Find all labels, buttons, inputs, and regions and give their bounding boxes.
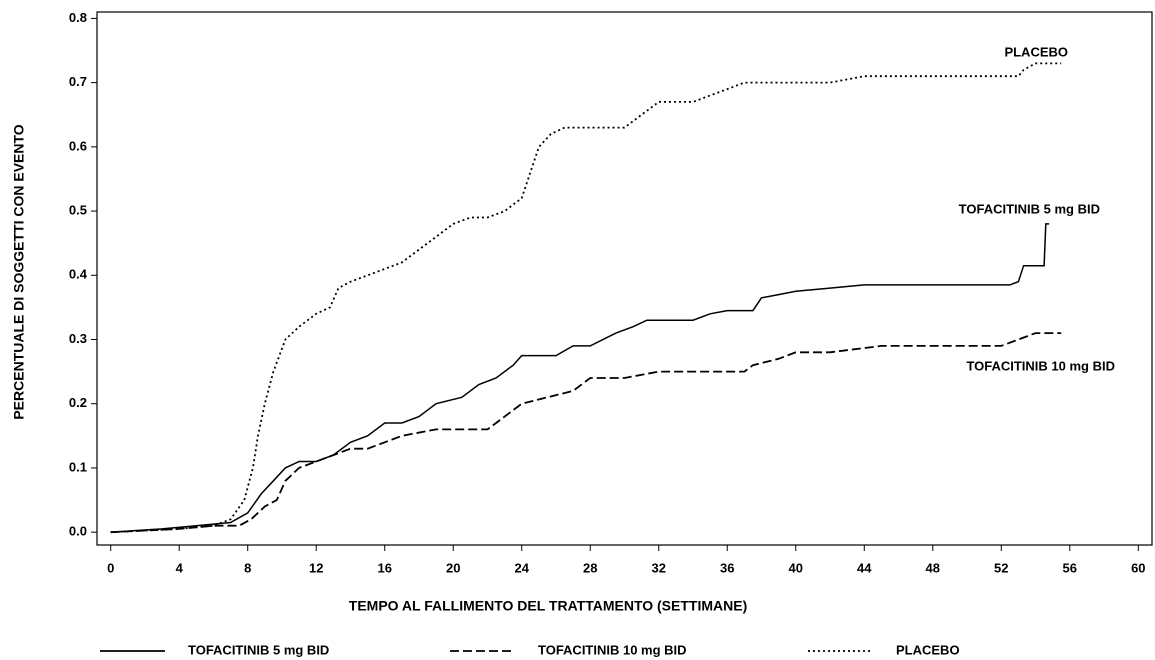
x-tick-label: 12	[309, 560, 323, 575]
x-tick-label: 20	[446, 560, 460, 575]
x-tick-label: 60	[1131, 560, 1145, 575]
series-annotation: PLACEBO	[1004, 44, 1068, 59]
series-annotation: TOFACITINIB 5 mg BID	[959, 201, 1100, 216]
plot-frame	[96, 11, 1153, 546]
x-tick-label: 0	[107, 560, 114, 575]
x-tick-label: 52	[994, 560, 1008, 575]
y-tick-label: 0.1	[69, 459, 87, 474]
y-tick-label: 0.3	[69, 331, 87, 346]
x-tick-label: 48	[926, 560, 940, 575]
x-tick-label: 8	[244, 560, 251, 575]
y-tick-label: 0.5	[69, 203, 87, 218]
series-annotation: TOFACITINIB 10 mg BID	[966, 358, 1115, 373]
series-line	[110, 223, 1050, 533]
legend-label: TOFACITINIB 10 mg BID	[538, 642, 687, 657]
y-tick-label: 0.6	[69, 138, 87, 153]
y-tick-label: 0.0	[69, 524, 87, 539]
x-tick-label: 56	[1063, 560, 1077, 575]
x-tick-label: 44	[857, 560, 872, 575]
x-tick-label: 16	[377, 560, 391, 575]
x-axis-title: TEMPO AL FALLIMENTO DEL TRATTAMENTO (SET…	[349, 598, 747, 614]
legend-label: PLACEBO	[896, 642, 960, 657]
legend-label: TOFACITINIB 5 mg BID	[188, 642, 329, 657]
series-line	[110, 332, 1062, 534]
y-tick-label: 0.4	[69, 267, 88, 282]
y-tick-label: 0.8	[69, 10, 87, 25]
x-tick-label: 40	[789, 560, 803, 575]
x-tick-label: 28	[583, 560, 597, 575]
y-axis-title: PERCENTUALE DI SOGGETTI CON EVENTO	[11, 124, 27, 419]
x-tick-label: 24	[515, 560, 530, 575]
y-tick-label: 0.2	[69, 395, 87, 410]
x-tick-label: 32	[652, 560, 666, 575]
x-tick-label: 4	[176, 560, 184, 575]
y-tick-label: 0.7	[69, 74, 87, 89]
series-line	[110, 62, 1062, 534]
x-tick-label: 36	[720, 560, 734, 575]
